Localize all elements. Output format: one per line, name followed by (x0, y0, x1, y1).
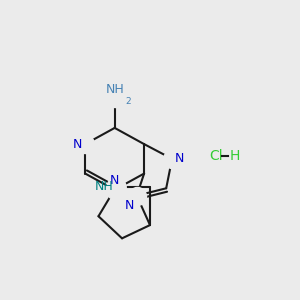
Text: N: N (124, 199, 134, 212)
Text: N: N (73, 138, 82, 151)
Text: NH: NH (105, 82, 124, 95)
Text: 2: 2 (125, 97, 130, 106)
Text: N: N (110, 174, 119, 187)
Text: H: H (230, 149, 240, 163)
Text: Cl: Cl (209, 149, 223, 163)
Text: NH: NH (94, 180, 113, 193)
Text: N: N (175, 152, 184, 165)
